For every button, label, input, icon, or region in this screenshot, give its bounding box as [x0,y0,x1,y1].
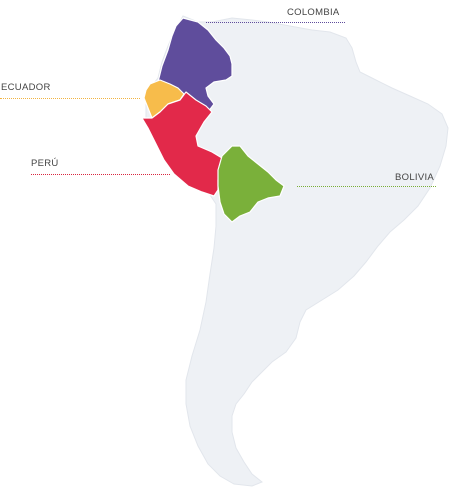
leader-line-peru [31,174,170,175]
label-colombia: COLOMBIA [287,7,340,18]
leader-line-colombia [206,22,345,23]
leader-line-bolivia [297,186,436,187]
label-bolivia: BOLIVIA [395,172,435,183]
label-ecuador: ECUADOR [1,82,51,93]
label-peru: PERÚ [31,158,59,169]
leader-line-ecuador [0,98,140,99]
country-bolivia[interactable] [217,145,285,223]
